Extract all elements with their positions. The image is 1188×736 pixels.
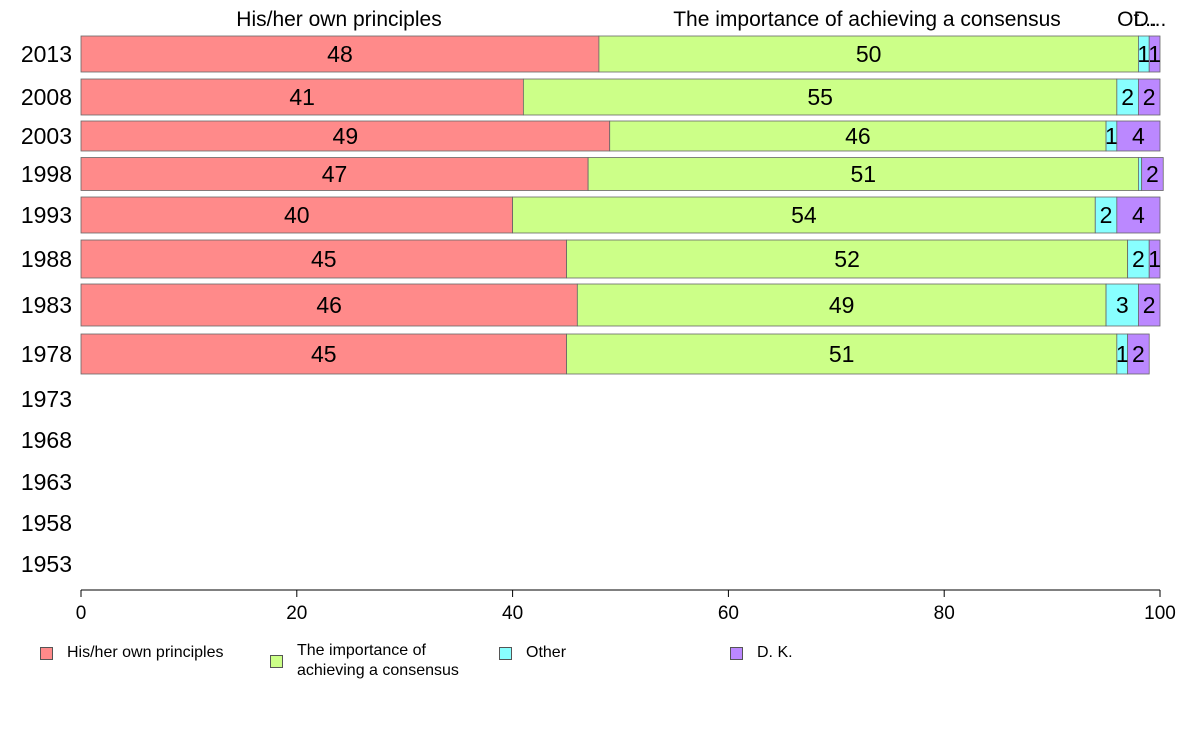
data-label: 1	[1148, 41, 1161, 67]
stacked-bar-chart: His/her own principles The importance of …	[21, 8, 1176, 624]
data-label: 2	[1146, 161, 1159, 187]
bar-segment	[1116, 120, 1161, 152]
bar-segment	[80, 239, 567, 279]
column-header-1: The importance of achieving a consensus	[673, 8, 1061, 31]
data-label: 41	[289, 84, 315, 110]
data-label: 3	[1116, 292, 1129, 318]
data-label: 2	[1121, 84, 1134, 110]
data-label: 1	[1105, 123, 1118, 149]
legend-swatch-dk	[730, 646, 743, 660]
data-label: 50	[856, 41, 882, 67]
legend-label-dk: D. K.	[757, 644, 793, 661]
bar-segment	[80, 283, 578, 327]
x-tick-label: 100	[1144, 603, 1176, 624]
data-label: 2	[1143, 84, 1156, 110]
y-tick-label: 1983	[21, 292, 72, 318]
chart-legend: His/her own principles The importance of…	[40, 641, 1140, 683]
x-tick-label: 40	[502, 603, 523, 624]
data-label: 2	[1132, 341, 1145, 367]
data-label: 46	[845, 123, 871, 149]
legend-swatch-other	[499, 646, 512, 660]
data-label: 2	[1143, 292, 1156, 318]
bar-segment	[80, 78, 524, 116]
data-label: 54	[791, 202, 817, 228]
x-tick-label: 80	[934, 603, 955, 624]
data-label: 47	[322, 161, 348, 187]
column-header-3: D...	[1134, 8, 1167, 31]
x-tick-label: 60	[718, 603, 739, 624]
bar-segment	[80, 196, 514, 234]
legend-item-other: Other	[499, 643, 566, 663]
y-tick-label: 1973	[21, 386, 72, 412]
bar-segment	[1127, 333, 1150, 375]
y-tick-label: 1978	[21, 341, 72, 367]
y-tick-label: 1953	[21, 551, 72, 577]
data-label: 1	[1137, 41, 1150, 67]
y-tick-label: 1993	[21, 202, 72, 228]
data-label: 45	[311, 246, 337, 272]
column-header-0: His/her own principles	[236, 8, 441, 31]
bar-segment	[80, 333, 567, 375]
y-tick-label: 2008	[21, 84, 72, 110]
legend-swatch-principles	[40, 646, 53, 660]
bar-segment	[80, 157, 589, 191]
column-header-2: Ot...	[1117, 8, 1157, 31]
y-tick-label: 1963	[21, 469, 72, 495]
data-label: 55	[807, 84, 833, 110]
bar-segment	[1138, 157, 1143, 191]
x-tick-label: 20	[286, 603, 307, 624]
legend-label-other: Other	[526, 644, 567, 661]
y-tick-label: 1988	[21, 246, 72, 272]
legend-item-principles: His/her own principles	[40, 643, 224, 663]
bar-segment	[1148, 35, 1161, 73]
y-tick-label: 1998	[21, 161, 72, 187]
legend-label-principles: His/her own principles	[67, 644, 224, 661]
bar-segment	[1138, 78, 1161, 116]
y-tick-label: 1968	[21, 427, 72, 453]
data-label: 45	[311, 341, 337, 367]
data-label: 48	[327, 41, 353, 67]
bar-segment	[566, 239, 1129, 279]
bar-segment	[1148, 239, 1161, 279]
bar-segment	[522, 78, 1118, 116]
data-label: 40	[284, 202, 310, 228]
data-label: 51	[850, 161, 876, 187]
data-label: 49	[333, 123, 359, 149]
bar-segment	[1138, 283, 1161, 327]
data-label: 4	[1132, 123, 1145, 149]
y-tick-label: 2003	[21, 123, 72, 149]
data-label: 52	[834, 246, 860, 272]
x-tick-label: 0	[76, 603, 87, 624]
y-tick-label: 2013	[21, 41, 72, 67]
data-label: 4	[1132, 202, 1145, 228]
data-label: 46	[316, 292, 342, 318]
data-label: 1	[1116, 341, 1129, 367]
legend-item-dk: D. K.	[730, 643, 793, 663]
legend-label-consensus: The importance of achieving a consensus	[297, 642, 459, 679]
bar-segment	[598, 35, 1139, 73]
data-label: 2	[1100, 202, 1113, 228]
bar-segment	[587, 157, 1139, 191]
data-label: 1	[1148, 246, 1161, 272]
legend-item-consensus: The importance of achieving a consensus	[270, 641, 487, 681]
bar-segment	[1141, 157, 1164, 191]
bar-segment	[576, 283, 1107, 327]
bar-segment	[1116, 196, 1161, 234]
legend-swatch-consensus	[270, 654, 283, 668]
data-label: 49	[829, 292, 855, 318]
data-label: 51	[829, 341, 855, 367]
y-tick-label: 1958	[21, 510, 72, 536]
bar-segment	[1105, 283, 1139, 327]
data-label: 2	[1132, 246, 1145, 272]
